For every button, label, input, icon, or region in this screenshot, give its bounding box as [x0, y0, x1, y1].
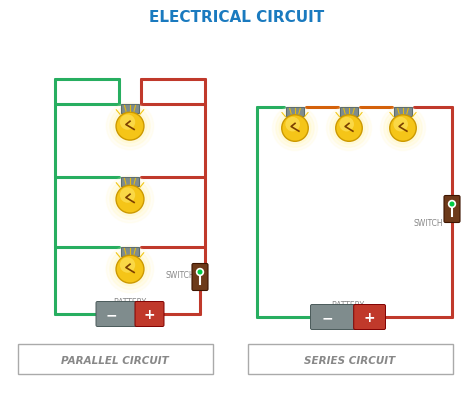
Circle shape [450, 202, 454, 206]
Circle shape [113, 110, 147, 143]
Circle shape [198, 271, 202, 274]
Circle shape [113, 253, 147, 286]
FancyBboxPatch shape [121, 105, 139, 114]
FancyBboxPatch shape [310, 305, 357, 330]
Circle shape [285, 117, 300, 132]
Circle shape [384, 110, 422, 148]
Circle shape [390, 115, 416, 142]
Circle shape [330, 110, 368, 148]
Circle shape [393, 117, 408, 132]
FancyBboxPatch shape [122, 187, 137, 189]
Circle shape [116, 256, 144, 284]
FancyBboxPatch shape [121, 177, 139, 187]
FancyBboxPatch shape [394, 108, 411, 116]
Circle shape [282, 115, 308, 142]
Text: R1: R1 [125, 107, 136, 116]
FancyBboxPatch shape [192, 264, 208, 291]
Text: SWITCH: SWITCH [413, 219, 443, 228]
Circle shape [333, 113, 365, 145]
FancyBboxPatch shape [121, 247, 139, 256]
Circle shape [339, 117, 354, 132]
Circle shape [336, 115, 362, 142]
Circle shape [387, 113, 419, 145]
Text: R2: R2 [344, 110, 355, 119]
FancyBboxPatch shape [122, 256, 137, 259]
Circle shape [273, 106, 318, 151]
Circle shape [120, 258, 135, 273]
Circle shape [110, 107, 150, 147]
Text: +: + [364, 310, 375, 324]
Circle shape [120, 188, 135, 203]
Circle shape [197, 269, 203, 276]
Text: PARALLEL CIRCUIT: PARALLEL CIRCUIT [61, 355, 169, 365]
FancyBboxPatch shape [342, 116, 356, 119]
FancyBboxPatch shape [340, 108, 357, 116]
Text: ELECTRICAL CIRCUIT: ELECTRICAL CIRCUIT [149, 11, 325, 26]
Text: SWITCH: SWITCH [165, 270, 195, 279]
FancyBboxPatch shape [444, 196, 460, 223]
FancyBboxPatch shape [286, 108, 303, 116]
Circle shape [106, 176, 154, 223]
Text: +: + [144, 307, 155, 321]
Circle shape [120, 115, 135, 130]
Circle shape [106, 103, 154, 151]
FancyBboxPatch shape [288, 116, 302, 119]
FancyBboxPatch shape [18, 344, 213, 374]
Circle shape [116, 113, 144, 141]
FancyBboxPatch shape [248, 344, 453, 374]
Text: BATTERY: BATTERY [113, 297, 146, 306]
Text: BATTERY: BATTERY [331, 300, 365, 309]
FancyBboxPatch shape [396, 116, 410, 119]
Text: R3: R3 [289, 110, 301, 119]
Circle shape [276, 110, 314, 148]
FancyBboxPatch shape [135, 302, 164, 327]
Circle shape [113, 183, 147, 216]
Text: −: − [321, 310, 333, 324]
Circle shape [381, 106, 426, 151]
FancyBboxPatch shape [122, 114, 137, 116]
FancyBboxPatch shape [96, 302, 138, 327]
Circle shape [279, 113, 311, 145]
Circle shape [106, 246, 154, 293]
Text: R1: R1 [397, 110, 409, 119]
Text: SERIES CIRCUIT: SERIES CIRCUIT [304, 355, 396, 365]
Text: −: − [105, 307, 117, 321]
Circle shape [110, 179, 150, 220]
Text: R2: R2 [125, 179, 136, 189]
FancyBboxPatch shape [354, 305, 385, 330]
Circle shape [448, 201, 456, 208]
Circle shape [110, 249, 150, 290]
Text: R3: R3 [124, 249, 136, 258]
Circle shape [327, 106, 372, 151]
Circle shape [116, 186, 144, 213]
